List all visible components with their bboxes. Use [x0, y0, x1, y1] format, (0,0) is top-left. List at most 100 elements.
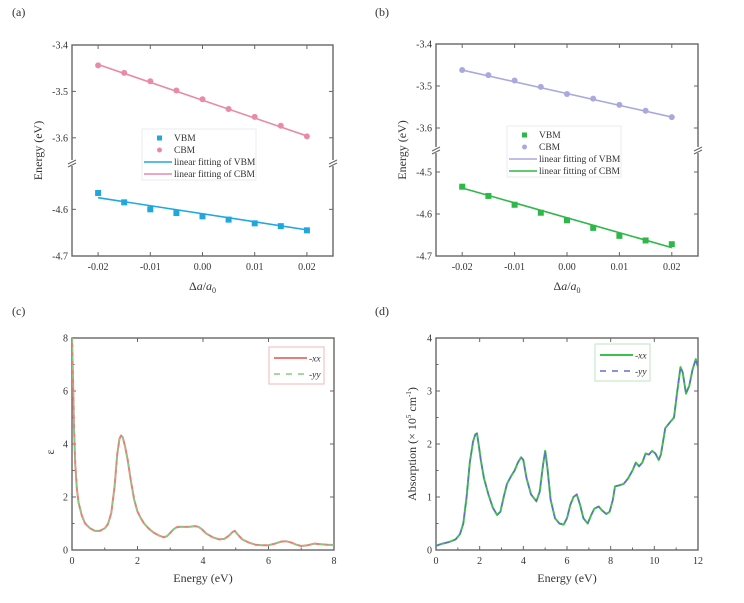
data-point-cbm — [95, 62, 102, 69]
y-tick-label: -3.6 — [416, 124, 432, 135]
panel-b-band-edges: -0.02 -0.01 0.00 0.01 0.02 -3.4 -3.5 -3.6 -4.5 -4… — [395, 40, 703, 295]
data-point-cbm — [303, 133, 310, 140]
data-point-cbm — [668, 114, 675, 121]
x-tick-label: -0.02 — [452, 262, 473, 273]
x-axis-label: Energy (eV) — [173, 571, 232, 585]
data-point-vbm — [121, 199, 128, 206]
x-tick-label: 0.01 — [246, 262, 264, 273]
y-tick-label: 6 — [63, 387, 68, 398]
x-tick-label: 4 — [521, 556, 526, 567]
axis-break-mark — [328, 162, 338, 168]
data-point-vbm — [251, 220, 258, 227]
data-point-cbm — [251, 113, 258, 120]
legend-marker-vbm — [522, 132, 527, 138]
x-axis-label: Δa/a0 — [553, 279, 580, 295]
data-point-cbm — [537, 83, 544, 90]
panel-label-a: (a) — [12, 5, 25, 19]
x-tick-label: 0.02 — [663, 262, 681, 273]
legend-label: linear fitting of VBM — [539, 154, 621, 165]
y-tick-label: 4 — [427, 334, 432, 345]
series-line-yy — [72, 338, 334, 547]
panel-label-b: (b) — [375, 5, 389, 19]
data-point-vbm — [173, 210, 180, 217]
data-point-cbm — [642, 107, 649, 114]
x-axis-label: Energy (eV) — [537, 571, 596, 585]
y-axis-label: Energy (eV) — [395, 120, 409, 179]
x-tick-label: 0 — [434, 556, 439, 567]
x-tick-label: 4 — [201, 556, 206, 567]
axis-break-gap — [432, 147, 440, 153]
legend-box — [268, 346, 325, 385]
data-point-vbm — [537, 209, 544, 216]
y-tick-label: -3.4 — [52, 41, 68, 52]
data-point-cbm — [225, 106, 232, 113]
series-line-xx — [436, 358, 698, 547]
data-point-vbm — [277, 223, 284, 230]
y-tick-label: 2 — [63, 493, 68, 504]
data-point-vbm — [147, 206, 154, 213]
legend-label: CBM — [539, 143, 561, 153]
axis-break-mark — [431, 146, 441, 152]
data-point-vbm — [95, 190, 102, 196]
legend-label-xx: -xx — [309, 355, 321, 365]
data-point-cbm — [485, 72, 492, 79]
panel-label-c: (c) — [12, 304, 25, 318]
legend-marker-vbm — [157, 135, 162, 141]
data-point-cbm — [616, 101, 623, 108]
x-tick-label: -0.01 — [504, 262, 525, 273]
legend-label-xx: -xx — [635, 352, 647, 362]
y-tick-label: -4.6 — [52, 205, 68, 216]
y-axis-label: Absorption (× 105 cm-1) — [405, 387, 419, 501]
data-point-vbm — [642, 237, 649, 244]
series-line-yy — [436, 356, 698, 547]
panel-a-band-edges: -0.02 -0.01 0.00 0.01 0.02 -3.4 -3.5 -3.6 -4.6 -4… — [31, 41, 338, 295]
x-tick-label: 8 — [332, 556, 337, 567]
x-tick-label: 8 — [608, 556, 613, 567]
y-tick-label: -3.6 — [52, 133, 68, 144]
x-tick-label: 0.00 — [558, 262, 576, 273]
axis-break-mark — [431, 149, 441, 155]
x-tick-label: 2 — [135, 556, 140, 567]
y-tick-label: -3.5 — [416, 82, 432, 93]
legend-marker-cbm — [522, 144, 527, 150]
panel-c-dielectric: 0 2 4 6 8 0 2 4 6 8 Energy (eV) ε -xx -yy — [43, 334, 337, 586]
y-tick-label: 3 — [427, 387, 432, 398]
legend-label: VBM — [174, 134, 196, 144]
y-tick-label: -4.7 — [52, 252, 68, 263]
data-point-vbm — [590, 224, 597, 231]
x-tick-label: 6 — [266, 556, 271, 567]
x-tick-label: -0.01 — [140, 262, 161, 273]
y-tick-label: 1 — [427, 493, 432, 504]
legend-label: linear fitting of CBM — [174, 169, 256, 180]
data-point-vbm — [668, 241, 675, 248]
legend-label: linear fitting of VBM — [174, 157, 256, 168]
data-point-vbm — [616, 232, 623, 239]
y-tick-label: 0 — [427, 546, 432, 557]
y-tick-label: 4 — [63, 440, 68, 451]
data-point-vbm — [459, 183, 466, 190]
panel-label-d: (d) — [375, 304, 389, 318]
axis-break-gap — [68, 160, 76, 166]
x-tick-label: 2 — [477, 556, 482, 567]
data-point-cbm — [173, 87, 180, 94]
axis-break-mark — [67, 162, 77, 168]
y-tick-label: -4.7 — [416, 252, 432, 263]
legend-marker-cbm — [157, 147, 162, 153]
data-point-cbm — [590, 95, 597, 102]
y-axis-label: ε — [43, 449, 57, 454]
data-point-cbm — [511, 77, 518, 84]
legend-label: VBM — [539, 131, 561, 141]
legend-label-yy: -yy — [309, 371, 321, 381]
y-tick-label: -3.4 — [416, 40, 432, 51]
data-point-vbm — [225, 216, 232, 223]
legend-label: CBM — [174, 146, 196, 156]
data-point-vbm — [564, 217, 570, 224]
y-tick-label: -3.5 — [52, 87, 68, 98]
x-tick-label: 12 — [693, 556, 703, 567]
data-point-cbm — [564, 90, 570, 97]
x-tick-label: -0.02 — [88, 262, 109, 273]
data-point-cbm — [277, 122, 284, 129]
data-point-cbm — [199, 96, 206, 103]
